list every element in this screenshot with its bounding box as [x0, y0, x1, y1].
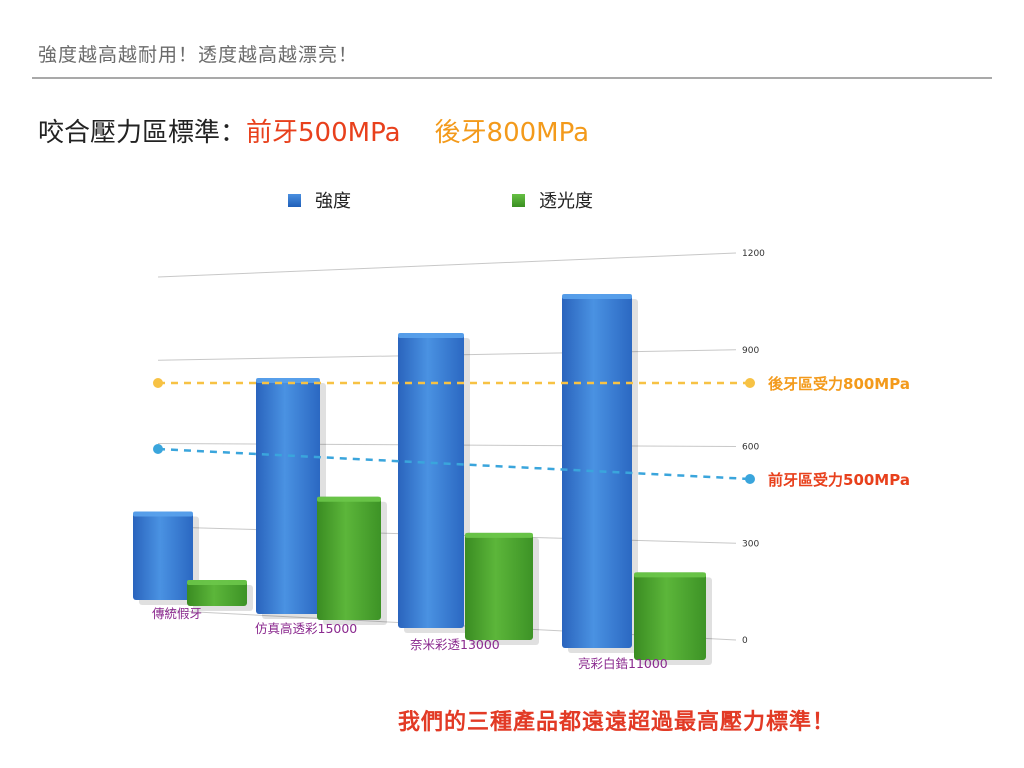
bar-translucency-1-top — [317, 496, 381, 502]
bar-translucency-2-top — [465, 532, 533, 538]
y-tick-label-0: 0 — [742, 636, 748, 646]
reference-label-1: 前牙區受力500MPa — [768, 471, 910, 489]
bar-strength-3-body — [562, 294, 632, 648]
standard-prefix: 咬合壓力區標準： — [38, 118, 247, 148]
conclusion-note: 我們的三種產品都遠遠超過最高壓力標準！ — [398, 710, 836, 735]
bar-strength-1-body — [256, 378, 320, 614]
standard-back: 後牙800MPa — [434, 118, 590, 148]
legend-strength-swatch — [288, 193, 301, 207]
bar-translucency-0-body — [187, 580, 247, 606]
y-tick-label-600: 600 — [742, 443, 759, 453]
bar-strength-1 — [256, 378, 326, 619]
bar-strength-0-body — [133, 511, 193, 600]
legend-translucency-swatch — [512, 193, 525, 207]
reference-dot-start-1 — [153, 444, 163, 454]
bar-strength-2-top — [398, 333, 464, 338]
bar-translucency-0 — [187, 580, 253, 611]
y-tick-label-900: 900 — [742, 346, 759, 356]
bar-strength-0 — [133, 511, 199, 605]
category-label-0: 傳統假牙 — [152, 606, 202, 621]
bar-translucency-2 — [465, 532, 539, 645]
reference-dot-end-0 — [745, 378, 755, 388]
bar-translucency-1-body — [317, 496, 381, 620]
reference-dot-end-1 — [745, 474, 755, 484]
bar-strength-2-body — [398, 333, 464, 628]
legend-strength: 強度 — [288, 187, 351, 213]
legend-translucency-label: 透光度 — [539, 191, 593, 212]
category-label-2: 奈米彩透13000 — [410, 637, 500, 652]
reference-label-0: 後牙區受力800MPa — [767, 375, 910, 393]
y-tick-label-1200: 1200 — [742, 249, 765, 259]
category-label-1: 仿真高透彩15000 — [255, 621, 357, 636]
gridline-1200 — [157, 252, 737, 278]
bar-translucency-1 — [317, 496, 387, 625]
legend-strength-label: 強度 — [315, 191, 351, 212]
bar-strength-3-top — [562, 294, 632, 299]
category-label-3: 亮彩白鋯11000 — [578, 656, 668, 671]
page-heading: 強度越高越耐用！透度越高越漂亮！ — [38, 44, 359, 66]
pressure-standard: 咬合壓力區標準：前牙500MPa 後牙800MPa — [38, 112, 589, 149]
bar-translucency-3 — [634, 572, 712, 665]
bar-translucency-3-body — [634, 572, 706, 660]
bar-translucency-3-top — [634, 572, 706, 578]
standard-front: 前牙500MPa — [246, 118, 401, 148]
y-tick-label-300: 300 — [742, 539, 759, 549]
bar-translucency-0-top — [187, 580, 247, 586]
bar-strength-2 — [398, 333, 470, 633]
bar-translucency-2-body — [465, 532, 533, 640]
legend-translucency: 透光度 — [512, 187, 593, 213]
bar-strength-0-top — [133, 511, 193, 517]
heading-divider — [32, 77, 992, 79]
reference-dot-start-0 — [153, 378, 163, 388]
